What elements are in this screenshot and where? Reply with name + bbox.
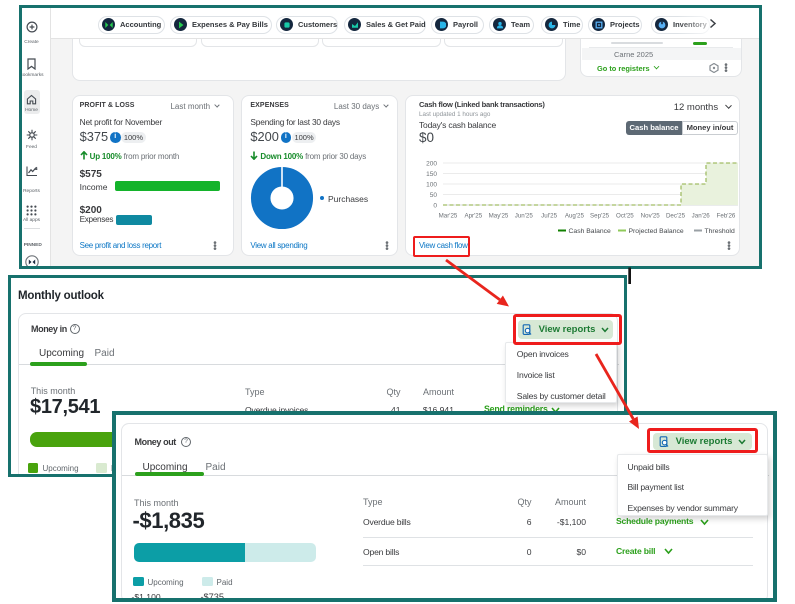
svg-text:Jul'25: Jul'25: [541, 212, 558, 219]
svg-text:Feb'26: Feb'26: [717, 212, 736, 219]
svg-text:May'25: May'25: [489, 212, 509, 219]
svg-text:Mar'25: Mar'25: [439, 212, 458, 219]
svg-text:200: 200: [426, 160, 437, 167]
svg-text:Cash Balance: Cash Balance: [569, 228, 612, 235]
svg-text:Threshold: Threshold: [705, 228, 735, 235]
svg-text:Oct'25: Oct'25: [616, 212, 634, 219]
svg-text:100: 100: [426, 181, 437, 188]
svg-text:Jan'26: Jan'26: [692, 212, 711, 219]
svg-text:150: 150: [426, 171, 437, 178]
svg-text:50: 50: [430, 192, 438, 199]
svg-text:Sep'25: Sep'25: [590, 212, 610, 219]
svg-text:Nov'25: Nov'25: [641, 212, 661, 219]
svg-text:Aug'25: Aug'25: [565, 212, 585, 219]
svg-text:0: 0: [433, 202, 437, 209]
svg-text:Dec'25: Dec'25: [666, 212, 686, 219]
svg-text:Apr'25: Apr'25: [464, 212, 482, 219]
svg-text:Jun'25: Jun'25: [515, 212, 534, 219]
svg-text:Projected Balance: Projected Balance: [629, 228, 684, 235]
